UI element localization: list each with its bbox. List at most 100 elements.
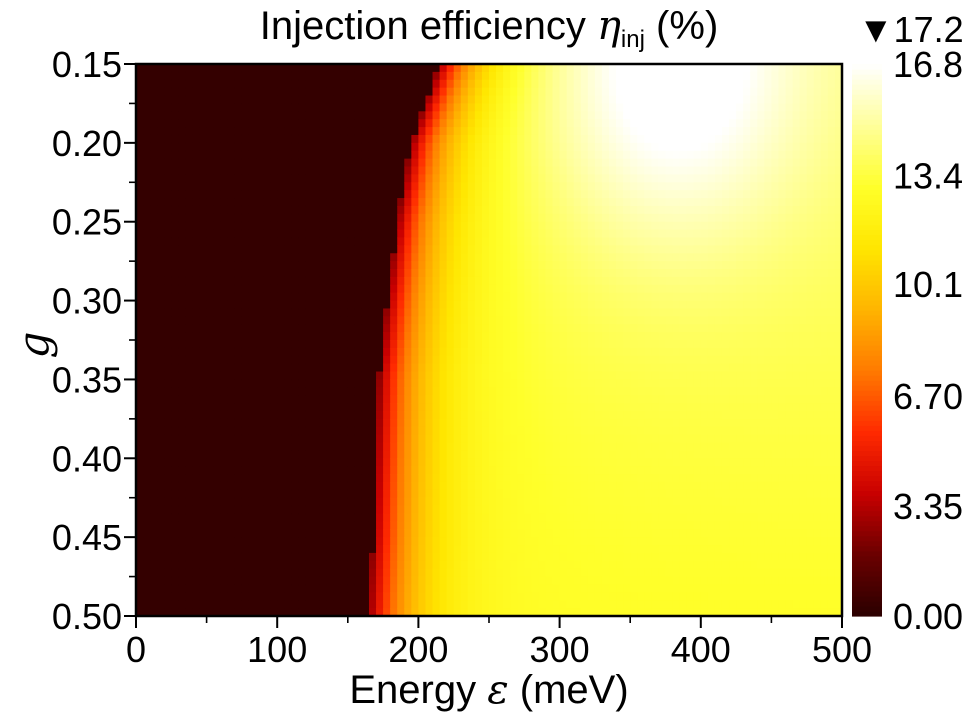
- heatmap-cell: [256, 371, 264, 381]
- heatmap-cell: [291, 403, 299, 412]
- heatmap-cell: [496, 513, 504, 522]
- heatmap-cell: [545, 505, 554, 515]
- heatmap-cell: [178, 245, 187, 254]
- heatmap-cell: [256, 158, 264, 168]
- heatmap-cell: [284, 584, 292, 593]
- heatmap-cell: [545, 568, 554, 578]
- heatmap-cell: [580, 560, 589, 570]
- heatmap-cell: [601, 182, 610, 191]
- heatmap-cell: [404, 529, 412, 538]
- heatmap-cell: [298, 95, 307, 105]
- heatmap-cell: [439, 474, 448, 483]
- heatmap-cell: [248, 103, 257, 112]
- heatmap-cell: [157, 276, 165, 286]
- heatmap-cell: [171, 505, 179, 515]
- heatmap-cell: [446, 213, 455, 223]
- heatmap-cell: [220, 434, 229, 444]
- heatmap-cell: [178, 608, 187, 617]
- heatmap-cell: [545, 261, 554, 270]
- heatmap-cell: [347, 363, 356, 373]
- heatmap-cell: [164, 166, 172, 175]
- heatmap-cell: [566, 552, 575, 562]
- heatmap-cell: [524, 418, 532, 428]
- heatmap-cell: [404, 316, 412, 325]
- heatmap-cell: [157, 324, 165, 333]
- heatmap-cell: [383, 576, 391, 586]
- heatmap-cell: [580, 371, 589, 381]
- heatmap-cell: [340, 529, 349, 538]
- heatmap-cell: [566, 95, 575, 105]
- heatmap-cell: [376, 545, 384, 554]
- heatmap-cell: [418, 450, 427, 459]
- heatmap-cell: [601, 434, 610, 444]
- heatmap-cell: [510, 513, 518, 522]
- heatmap-cell: [256, 505, 264, 515]
- heatmap-cell: [298, 592, 307, 601]
- heatmap-cell: [397, 497, 405, 507]
- heatmap-cell: [312, 71, 321, 81]
- heatmap-cell: [474, 87, 483, 97]
- heatmap-cell: [277, 576, 285, 586]
- heatmap-cell: [270, 608, 278, 617]
- heatmap-cell: [594, 182, 603, 191]
- heatmap-cell: [566, 64, 575, 73]
- heatmap-cell: [340, 355, 349, 365]
- heatmap-cell: [467, 276, 476, 286]
- heatmap-cell: [587, 584, 596, 593]
- heatmap-cell: [609, 127, 617, 136]
- heatmap-cell: [326, 95, 335, 105]
- heatmap-cell: [298, 64, 307, 73]
- heatmap-cell: [291, 198, 299, 207]
- heatmap-cell: [503, 332, 511, 341]
- heatmap-cell: [460, 481, 469, 491]
- heatmap-cell: [213, 284, 222, 294]
- heatmap-cell: [347, 292, 356, 302]
- heatmap-cell: [256, 529, 264, 538]
- heatmap-cell: [171, 608, 179, 617]
- heatmap-cell: [319, 363, 328, 373]
- heatmap-cell: [178, 198, 187, 207]
- heatmap-cell: [580, 300, 589, 310]
- heatmap-cell: [354, 158, 363, 168]
- heatmap-cell: [376, 340, 384, 349]
- heatmap-cell: [220, 576, 229, 586]
- heatmap-cell: [368, 387, 377, 396]
- heatmap-cell: [185, 545, 194, 554]
- heatmap-cell: [312, 269, 321, 278]
- heatmap-cell: [587, 198, 596, 207]
- heatmap-cell: [418, 505, 427, 515]
- heatmap-cell: [227, 340, 236, 349]
- heatmap-cell: [270, 292, 278, 302]
- heatmap-cell: [164, 529, 172, 538]
- heatmap-cell: [474, 134, 483, 144]
- heatmap-cell: [390, 497, 398, 507]
- heatmap-cell: [185, 134, 194, 144]
- heatmap-cell: [418, 276, 427, 286]
- heatmap-cell: [333, 166, 342, 175]
- heatmap-cell: [609, 521, 617, 530]
- heatmap-cell: [143, 284, 151, 294]
- heatmap-cell: [171, 474, 179, 483]
- heatmap-cell: [425, 166, 434, 175]
- heatmap-cell: [376, 174, 384, 183]
- heatmap-cell: [460, 347, 469, 357]
- heatmap-cell: [340, 213, 349, 223]
- heatmap-cell: [333, 174, 342, 183]
- heatmap-cell: [192, 552, 201, 562]
- heatmap-cell: [354, 458, 363, 467]
- heatmap-cell: [566, 505, 575, 515]
- heatmap-cell: [234, 269, 243, 278]
- heatmap-cell: [609, 379, 617, 388]
- heatmap-cell: [256, 316, 264, 325]
- heatmap-cell: [234, 284, 243, 294]
- heatmap-cell: [630, 513, 638, 522]
- heatmap-cell: [333, 395, 342, 404]
- heatmap-cell: [404, 458, 412, 467]
- heatmap-cell: [425, 300, 434, 310]
- heatmap-cell: [354, 608, 363, 617]
- heatmap-cell: [404, 79, 412, 89]
- heatmap-cell: [312, 142, 321, 152]
- heatmap-cell: [503, 150, 511, 160]
- heatmap-cell: [460, 269, 469, 278]
- heatmap-cell: [284, 253, 292, 262]
